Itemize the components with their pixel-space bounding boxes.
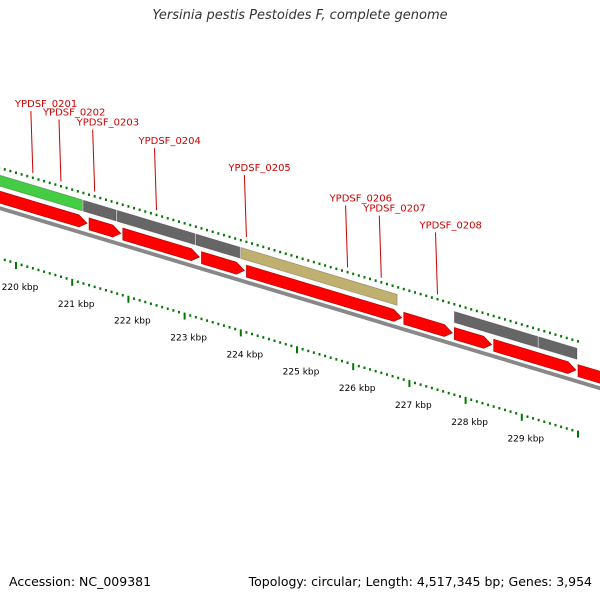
cds-arrow xyxy=(454,327,493,349)
gene-feature xyxy=(195,233,241,259)
genome-summary-text: Topology: circular; Length: 4,517,345 bp… xyxy=(248,574,592,589)
cds-arrow xyxy=(122,227,200,261)
gene-feature-track xyxy=(0,174,578,360)
kbp-tick-ring xyxy=(3,258,579,438)
gene-feature xyxy=(453,310,539,349)
kbp-label: 221 kbp xyxy=(58,300,95,310)
kbp-label: 223 kbp xyxy=(170,334,207,344)
gene-feature xyxy=(83,199,117,222)
cds-arrow xyxy=(0,190,88,228)
kbp-label: 227 kbp xyxy=(395,401,432,411)
gene-label: YPDSF_0202 xyxy=(42,107,105,118)
kbp-label: 228 kbp xyxy=(451,418,488,428)
gene-feature xyxy=(116,209,196,246)
gene-label: YPDSF_0203 xyxy=(76,118,139,129)
gene-leader-line xyxy=(243,175,247,238)
gene-feature xyxy=(240,246,398,306)
gene-leader-line xyxy=(154,148,157,211)
genome-backbone xyxy=(0,206,600,391)
kbp-label-group: 220 kbp 221 kbp 222 kbp 223 kbp 224 kbp 225 k… xyxy=(2,283,545,445)
kbp-label: 225 kbp xyxy=(283,367,320,377)
gene-leader-line xyxy=(435,232,438,295)
gene-label: YPDSF_0201 xyxy=(14,99,77,110)
gene-leader-line xyxy=(345,205,349,268)
cds-arrow-track xyxy=(0,190,600,384)
gene-label: YPDSF_0204 xyxy=(138,136,201,147)
kbp-label: 229 kbp xyxy=(507,435,544,445)
gene-leader-line xyxy=(30,111,34,174)
gene-leader-line xyxy=(378,215,382,278)
gene-label: YPDSF_0205 xyxy=(227,163,290,174)
cds-arrow xyxy=(577,364,600,384)
gene-label: YPDSF_0206 xyxy=(329,193,392,204)
cds-arrow xyxy=(493,338,577,374)
gene-leader-line xyxy=(92,129,96,192)
gene-feature xyxy=(538,336,578,360)
cds-arrow xyxy=(246,264,403,322)
gene-feature xyxy=(0,174,83,212)
gene-label: YPDSF_0207 xyxy=(362,204,425,215)
kbp-label: 224 kbp xyxy=(226,350,263,360)
map-title: Yersinia pestis Pestoides F, complete ge… xyxy=(152,8,448,23)
cds-arrow xyxy=(201,251,245,275)
cds-arrow xyxy=(88,217,122,238)
outer-tick-ring xyxy=(0,166,579,343)
kbp-label: 222 kbp xyxy=(114,317,151,327)
gene-leader-line xyxy=(58,119,62,182)
kbp-label: 220 kbp xyxy=(2,283,39,293)
gene-label: YPDSF_0208 xyxy=(419,220,482,231)
accession-text: Accession: NC_009381 xyxy=(9,574,152,589)
kbp-label: 226 kbp xyxy=(339,384,376,394)
cds-arrow xyxy=(403,311,453,337)
backbone-line xyxy=(0,206,600,391)
